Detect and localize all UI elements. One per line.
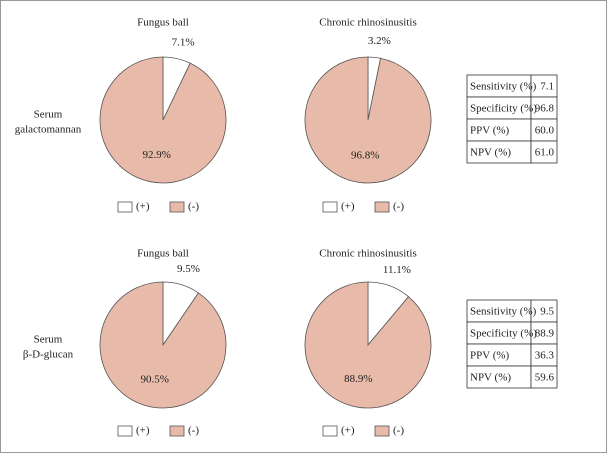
table-text: 96.8 bbox=[535, 103, 555, 115]
legend-label: (+) bbox=[136, 425, 150, 437]
legend-label: (+) bbox=[136, 201, 150, 213]
table-text: NPV (%) bbox=[470, 147, 511, 159]
legend-label: (-) bbox=[393, 425, 404, 437]
table-text: PPV (%) bbox=[470, 350, 510, 362]
table-text: 60.0 bbox=[535, 125, 555, 137]
table-text: Sensitivity (%) bbox=[470, 306, 537, 318]
pie-title: Fungus ball bbox=[137, 248, 189, 260]
table-text: 88.9 bbox=[535, 328, 555, 340]
row-label: Serum bbox=[34, 109, 63, 121]
pie-slice bbox=[304, 56, 432, 184]
value-label: 88.9% bbox=[344, 373, 372, 385]
legend-swatch bbox=[322, 425, 338, 437]
value-label: 90.5% bbox=[140, 374, 168, 386]
value-label: 3.2% bbox=[368, 35, 391, 47]
value-label: 96.8% bbox=[351, 150, 379, 162]
pie-title: Fungus ball bbox=[137, 17, 189, 29]
legend-swatch bbox=[117, 425, 133, 437]
table-cell bbox=[530, 140, 558, 164]
table-text: Sensitivity (%) bbox=[470, 81, 537, 93]
legend-swatch bbox=[169, 425, 185, 437]
value-label: 11.1% bbox=[383, 264, 411, 276]
table-text: Specificity (%) bbox=[470, 103, 537, 115]
table-text: NPV (%) bbox=[470, 372, 511, 384]
legend-label: (-) bbox=[188, 425, 199, 437]
legend-swatch bbox=[374, 201, 390, 213]
pie-slice bbox=[99, 281, 227, 409]
pie-title: Chronic rhinosinusitis bbox=[319, 248, 416, 260]
pie-slice bbox=[99, 56, 227, 184]
table-cell bbox=[530, 365, 558, 389]
pie-title: Chronic rhinosinusitis bbox=[319, 17, 416, 29]
legend-label: (+) bbox=[341, 425, 355, 437]
legend-swatch bbox=[374, 425, 390, 437]
legend-label: (+) bbox=[341, 201, 355, 213]
row-label: β-D-glucan bbox=[23, 349, 74, 361]
table-text: 61.0 bbox=[535, 147, 555, 159]
row-label: Serum bbox=[34, 334, 63, 346]
table-text: PPV (%) bbox=[470, 125, 510, 137]
legend-swatch bbox=[117, 201, 133, 213]
table-text: 59.6 bbox=[535, 372, 555, 384]
row-label: galactomannan bbox=[15, 124, 82, 136]
value-label: 7.1% bbox=[172, 36, 195, 48]
value-label: 92.9% bbox=[143, 149, 171, 161]
pie-slice bbox=[304, 281, 432, 409]
value-label: 9.5% bbox=[177, 263, 200, 275]
legend-label: (-) bbox=[393, 201, 404, 213]
legend-swatch bbox=[322, 201, 338, 213]
legend-label: (-) bbox=[188, 201, 199, 213]
table-text: 9.5 bbox=[540, 306, 554, 318]
table-text: 36.3 bbox=[535, 350, 555, 362]
table-text: 7.1 bbox=[540, 81, 554, 93]
legend-swatch bbox=[169, 201, 185, 213]
table-text: Specificity (%) bbox=[470, 328, 537, 340]
